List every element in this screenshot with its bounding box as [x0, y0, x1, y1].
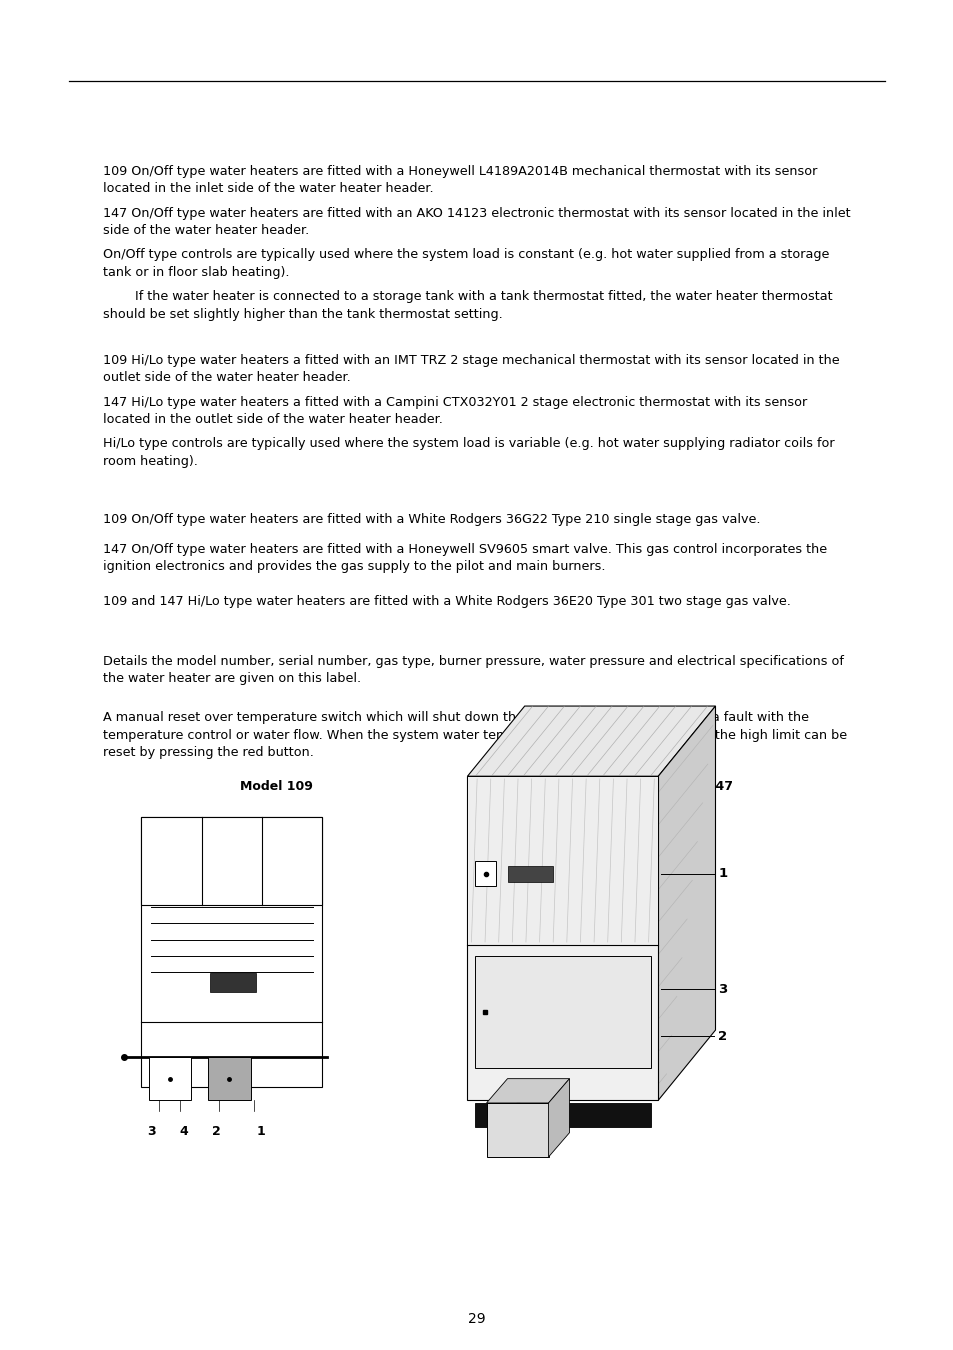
- Text: 147 Hi/Lo type water heaters a fitted with a Campini CTX032Y01 2 stage electroni: 147 Hi/Lo type water heaters a fitted wi…: [103, 396, 806, 427]
- Polygon shape: [658, 706, 715, 1100]
- Text: 147 On/Off type water heaters are fitted with a Honeywell SV9605 smart valve. Th: 147 On/Off type water heaters are fitted…: [103, 543, 826, 574]
- Text: 109 and 147 Hi/Lo type water heaters are fitted with a White Rodgers 36E20 Type : 109 and 147 Hi/Lo type water heaters are…: [103, 595, 790, 609]
- Text: Model 109: Model 109: [240, 780, 313, 794]
- Text: 109 On/Off type water heaters are fitted with a White Rodgers 36G22 Type 210 sin: 109 On/Off type water heaters are fitted…: [103, 513, 760, 526]
- Polygon shape: [467, 706, 715, 776]
- Text: 1: 1: [718, 867, 727, 880]
- Text: 3: 3: [718, 983, 727, 996]
- Text: Hi/Lo type controls are typically used where the system load is variable (e.g. h: Hi/Lo type controls are typically used w…: [103, 437, 834, 468]
- Bar: [475, 956, 650, 1068]
- Bar: [467, 776, 658, 945]
- Bar: [475, 1103, 650, 1127]
- Polygon shape: [548, 1079, 569, 1157]
- Polygon shape: [486, 1079, 569, 1103]
- Text: Details the model number, serial number, gas type, burner pressure, water pressu: Details the model number, serial number,…: [103, 655, 843, 686]
- Text: 2: 2: [213, 1125, 221, 1138]
- Bar: [507, 865, 553, 882]
- Text: 4: 4: [179, 1125, 189, 1138]
- Text: 3: 3: [147, 1125, 156, 1138]
- Bar: [467, 776, 658, 1100]
- Bar: [486, 1103, 548, 1157]
- Text: A manual reset over temperature switch which will shut down the water heater in : A manual reset over temperature switch w…: [103, 711, 846, 760]
- Bar: [149, 1057, 191, 1100]
- Text: Model 147: Model 147: [659, 780, 732, 794]
- Bar: [141, 817, 322, 905]
- Text: 1: 1: [256, 1125, 265, 1138]
- Bar: [210, 973, 255, 992]
- Text: 29: 29: [468, 1312, 485, 1326]
- Text: On/Off type controls are typically used where the system load is constant (e.g. : On/Off type controls are typically used …: [103, 248, 828, 279]
- Text: If the water heater is connected to a storage tank with a tank thermostat fitted: If the water heater is connected to a st…: [103, 290, 832, 321]
- Text: 109 Hi/Lo type water heaters a fitted with an IMT TRZ 2 stage mechanical thermos: 109 Hi/Lo type water heaters a fitted wi…: [103, 354, 839, 385]
- Bar: [208, 1057, 251, 1100]
- Text: 109 On/Off type water heaters are fitted with a Honeywell L4189A2014B mechanical: 109 On/Off type water heaters are fitted…: [103, 165, 817, 196]
- Bar: [141, 817, 322, 1087]
- Text: 147 On/Off type water heaters are fitted with an AKO 14123 electronic thermostat: 147 On/Off type water heaters are fitted…: [103, 207, 850, 238]
- Text: 2: 2: [718, 1030, 727, 1044]
- Bar: [475, 861, 496, 886]
